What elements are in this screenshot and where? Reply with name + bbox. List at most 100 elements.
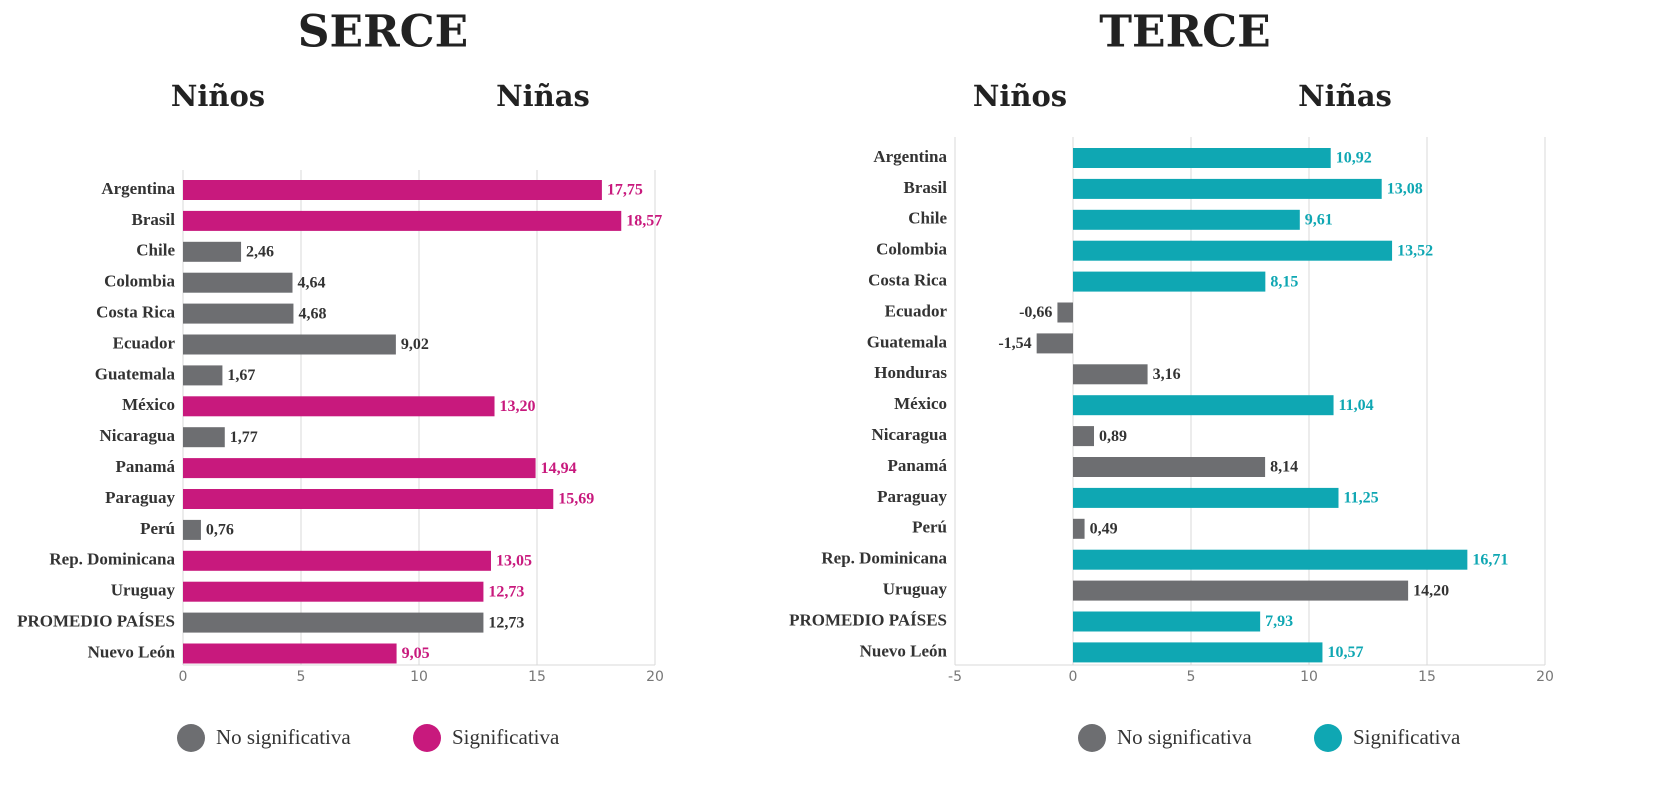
legend-swatch bbox=[413, 724, 441, 752]
category-label: Ecuador bbox=[113, 333, 176, 352]
category-label: Rep. Dominicana bbox=[49, 550, 175, 569]
value-label: 12,73 bbox=[488, 614, 524, 631]
bar bbox=[1073, 395, 1334, 416]
value-label: 15,69 bbox=[558, 491, 594, 508]
category-label: Uruguay bbox=[883, 580, 948, 599]
value-label: 0,89 bbox=[1099, 428, 1127, 445]
category-label: Chile bbox=[136, 241, 175, 260]
x-tick-label: 0 bbox=[1069, 669, 1078, 685]
value-label: 8,15 bbox=[1270, 273, 1298, 290]
value-label: 13,08 bbox=[1387, 181, 1423, 198]
value-label: 9,61 bbox=[1305, 211, 1333, 228]
legend-label: No significativa bbox=[1117, 725, 1252, 749]
category-label: México bbox=[894, 394, 947, 413]
x-tick-label: 10 bbox=[410, 669, 428, 685]
bar bbox=[183, 210, 622, 231]
bar bbox=[183, 396, 495, 417]
value-label: 10,57 bbox=[1327, 644, 1363, 661]
value-label: 12,73 bbox=[488, 583, 524, 600]
category-label: Brasil bbox=[904, 178, 948, 197]
category-label: Rep. Dominicana bbox=[821, 549, 947, 568]
bar bbox=[1073, 148, 1331, 168]
subtitle: Niñas bbox=[496, 79, 590, 113]
value-label: 3,16 bbox=[1153, 366, 1181, 383]
value-label: 14,94 bbox=[541, 460, 577, 477]
category-label: Costa Rica bbox=[96, 303, 175, 322]
x-tick-label: -5 bbox=[948, 669, 962, 685]
bar bbox=[1073, 271, 1266, 292]
value-label: 0,76 bbox=[206, 522, 234, 539]
category-label: Colombia bbox=[104, 272, 175, 291]
category-label: México bbox=[122, 395, 175, 414]
bar bbox=[1073, 457, 1266, 477]
category-label: Paraguay bbox=[105, 488, 175, 507]
bar bbox=[1073, 487, 1339, 508]
bar bbox=[183, 365, 223, 386]
category-label: Honduras bbox=[874, 363, 947, 382]
category-label: PROMEDIO PAÍSES bbox=[17, 612, 175, 631]
bar bbox=[1073, 209, 1300, 230]
legend-label: No significativa bbox=[216, 725, 351, 749]
value-label: 8,14 bbox=[1270, 459, 1298, 476]
value-label: 0,49 bbox=[1090, 520, 1118, 537]
bar bbox=[183, 334, 396, 355]
bar bbox=[183, 612, 484, 633]
value-label: -0,66 bbox=[1019, 304, 1052, 321]
subtitle: Niñas bbox=[1298, 79, 1392, 113]
value-label: 18,57 bbox=[626, 213, 662, 230]
value-label: 17,75 bbox=[607, 182, 643, 199]
bar bbox=[183, 180, 602, 200]
x-tick-label: 5 bbox=[297, 669, 306, 685]
bar bbox=[1073, 642, 1323, 663]
category-label: Guatemala bbox=[867, 332, 948, 351]
legend-swatch bbox=[1314, 724, 1342, 752]
category-label: Guatemala bbox=[95, 364, 176, 383]
category-label: Nicaragua bbox=[871, 425, 947, 444]
x-tick-label: 15 bbox=[528, 669, 546, 685]
bar bbox=[183, 427, 225, 448]
category-label: Nuevo León bbox=[88, 642, 176, 661]
x-tick-label: 20 bbox=[646, 669, 664, 685]
bar bbox=[1073, 240, 1393, 261]
bar bbox=[1073, 549, 1468, 570]
chart-title: SERCE bbox=[298, 7, 468, 58]
bar bbox=[183, 241, 242, 262]
category-label: PROMEDIO PAÍSES bbox=[789, 610, 947, 629]
subtitle: Niños bbox=[973, 79, 1067, 113]
bar bbox=[1057, 302, 1073, 323]
category-label: Paraguay bbox=[877, 487, 947, 506]
category-label: Argentina bbox=[873, 147, 947, 166]
category-label: Ecuador bbox=[885, 301, 948, 320]
bar bbox=[1073, 364, 1148, 385]
value-label: 11,04 bbox=[1339, 397, 1374, 414]
bar bbox=[183, 643, 397, 664]
value-label: 16,71 bbox=[1472, 551, 1508, 568]
bar bbox=[1073, 611, 1261, 632]
bar bbox=[183, 519, 201, 540]
category-label: Nicaragua bbox=[99, 426, 175, 445]
bar bbox=[183, 303, 294, 324]
bar bbox=[1036, 333, 1073, 354]
x-tick-label: 5 bbox=[1187, 669, 1196, 685]
category-label: Perú bbox=[140, 519, 175, 538]
legend-swatch bbox=[177, 724, 205, 752]
bar bbox=[183, 272, 293, 293]
value-label: 2,46 bbox=[246, 243, 274, 260]
value-label: 11,25 bbox=[1344, 490, 1379, 507]
legend-swatch bbox=[1078, 724, 1106, 752]
value-label: 7,93 bbox=[1265, 613, 1293, 630]
x-tick-label: 15 bbox=[1418, 669, 1436, 685]
category-label: Argentina bbox=[101, 179, 175, 198]
bar bbox=[183, 550, 491, 571]
value-label: 4,68 bbox=[298, 305, 326, 322]
value-label: 1,77 bbox=[230, 429, 258, 446]
value-label: 13,20 bbox=[500, 398, 536, 415]
category-label: Costa Rica bbox=[868, 271, 947, 290]
legend-label: Significativa bbox=[452, 725, 560, 749]
bar bbox=[1073, 426, 1095, 447]
value-label: 9,05 bbox=[402, 645, 430, 662]
category-label: Chile bbox=[908, 209, 947, 228]
x-tick-label: 20 bbox=[1536, 669, 1554, 685]
category-label: Uruguay bbox=[111, 581, 176, 600]
